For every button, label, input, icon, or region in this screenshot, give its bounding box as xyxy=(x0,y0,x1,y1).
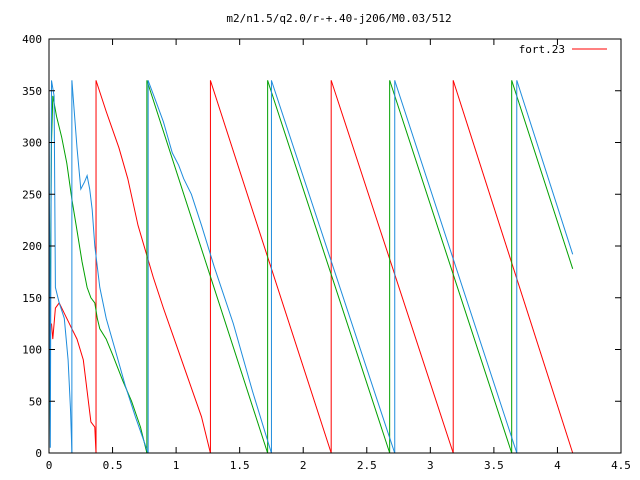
series-3-segment-5 xyxy=(394,80,518,454)
y-tick-label: 200 xyxy=(22,240,42,253)
x-tick-label: 1 xyxy=(173,459,180,472)
series-layer xyxy=(48,80,574,454)
series-3-segment-1 xyxy=(48,80,73,454)
series-2-segment-2 xyxy=(146,80,269,454)
y-tick-label: 100 xyxy=(22,344,42,357)
series-3-segment-2 xyxy=(71,80,149,454)
chart-title: m2/n1.5/q2.0/r-+.40-j206/M0.03/512 xyxy=(226,12,451,25)
series-1-segment-2 xyxy=(95,80,211,454)
series-1-segment-1 xyxy=(51,301,97,454)
ticks-layer: 0 0.5 1 1.5 2 2.5 3 3.5 4 4.5 0 50 100 150 200 250 300 35… xyxy=(22,33,631,472)
plot-frame xyxy=(48,38,622,454)
y-tick-label: 250 xyxy=(22,188,42,201)
y-tick-label: 150 xyxy=(22,292,42,305)
series-3-segment-6 xyxy=(516,80,574,255)
series-2-segment-5 xyxy=(511,80,574,269)
series-1-segment-4 xyxy=(330,80,454,454)
x-tick-label: 1.5 xyxy=(230,459,250,472)
series-1-segment-5 xyxy=(452,80,574,454)
y-tick-label: 300 xyxy=(22,137,42,150)
series-2-segment-3 xyxy=(267,80,391,454)
x-tick-label: 2 xyxy=(300,459,307,472)
series-1-segment-3 xyxy=(209,80,332,454)
x-tick-label: 2.5 xyxy=(357,459,377,472)
x-tick-label: 4.5 xyxy=(611,459,631,472)
legend-entry-fort-23: fort.23 xyxy=(519,43,565,56)
series-3-segment-3 xyxy=(147,80,272,454)
x-tick-label: 3.5 xyxy=(484,459,504,472)
legend: fort.23 xyxy=(519,43,607,56)
x-tick-label: 0 xyxy=(46,459,53,472)
y-tick-label: 0 xyxy=(35,447,42,460)
x-tick-label: 4 xyxy=(554,459,561,472)
y-tick-label: 400 xyxy=(22,33,42,46)
series-3-segment-4 xyxy=(270,80,396,454)
y-tick-label: 350 xyxy=(22,85,42,98)
x-tick-label: 3 xyxy=(427,459,434,472)
series-2-segment-4 xyxy=(389,80,513,454)
y-tick-label: 50 xyxy=(29,395,42,408)
x-tick-label: 0.5 xyxy=(103,459,123,472)
